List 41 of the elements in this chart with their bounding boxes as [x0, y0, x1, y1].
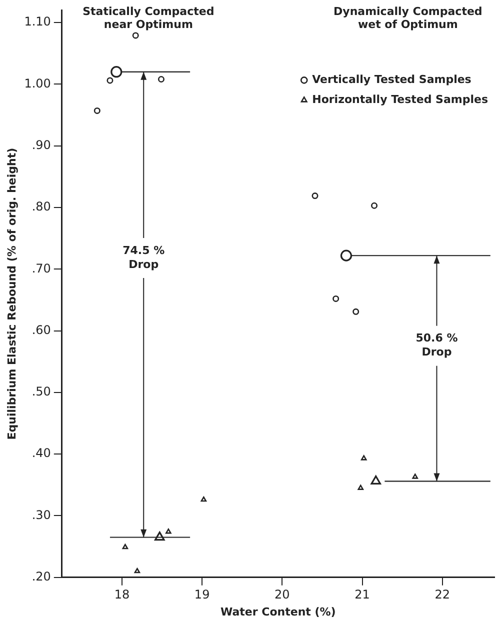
legend-label: Horizontally Tested Samples: [312, 93, 488, 106]
point: [340, 250, 352, 262]
y-tick-label: .30: [32, 508, 51, 522]
point: [110, 66, 122, 78]
annotation: 74.5 % Drop: [122, 244, 165, 271]
point: [132, 32, 139, 39]
point: [154, 532, 165, 541]
point: [122, 544, 128, 550]
x-tick-label: 21: [354, 588, 370, 602]
x-tick-label: 19: [194, 588, 210, 602]
y-tick-label: 1.10: [24, 14, 51, 29]
x-axis-title: Water Content (%): [220, 605, 336, 618]
point: [134, 568, 140, 574]
x-tick-label: 22: [434, 588, 450, 602]
point: [94, 107, 100, 114]
point: [200, 496, 207, 502]
y-tick-label: .50: [32, 384, 51, 399]
y-tick-label: .60: [32, 322, 51, 337]
point: [412, 474, 418, 479]
point: [360, 455, 367, 460]
point: [312, 192, 318, 200]
y-tick-label: .80: [32, 200, 51, 214]
legend-label: Vertically Tested Samples: [312, 73, 472, 86]
y-tick-label: .70: [32, 261, 51, 276]
annotation: 50.6 % Drop: [416, 332, 458, 359]
point: [158, 76, 164, 82]
point: [358, 484, 364, 490]
point: [352, 308, 360, 315]
x-tick-label: 20: [274, 588, 290, 602]
y-tick-label: .20: [32, 570, 51, 584]
y-tick-label: 1.00: [24, 76, 51, 90]
y-axis-title: Equilibrium Elastic Rebound (% of orig. height): [5, 148, 18, 440]
y-tick-label: .90: [32, 138, 51, 152]
point: [106, 77, 114, 84]
point: [332, 295, 340, 302]
annotation: Dynamically Compacted wet of Optimum: [334, 4, 482, 31]
x-tick-label: 18: [114, 588, 130, 602]
point: [371, 202, 378, 209]
annotation: Statically Compacted near Optimum: [82, 4, 214, 31]
point: [370, 475, 381, 485]
y-tick-label: .40: [32, 446, 51, 460]
